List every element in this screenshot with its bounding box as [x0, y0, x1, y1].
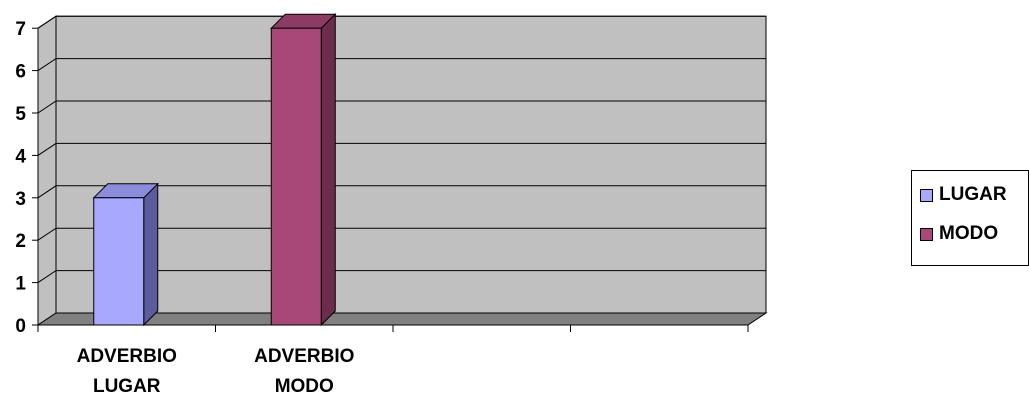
bar-lugar [93, 197, 145, 326]
gridline [37, 227, 766, 241]
bar-lugar-side [143, 182, 159, 327]
y-tick-label: 0 [15, 316, 26, 337]
gridline [37, 58, 766, 72]
legend-item-modo: MODO [920, 223, 998, 245]
legend: LUGAR MODO [911, 170, 1029, 266]
bar-modo [270, 27, 322, 326]
x-category-label: ADVERBIO [254, 346, 354, 367]
axes [32, 27, 749, 332]
bar-modo-side [320, 12, 336, 327]
y-tick-label: 5 [15, 104, 26, 125]
bars [92, 12, 337, 327]
legend-swatch-lugar [920, 188, 933, 202]
gridline [37, 100, 766, 114]
legend-label-modo: MODO [939, 223, 999, 244]
side-wall [37, 15, 57, 326]
y-tick-label: 2 [15, 231, 26, 252]
y-tick-label: 4 [15, 146, 26, 167]
y-tick-label: 6 [15, 62, 26, 83]
y-tick-label: 3 [15, 189, 26, 210]
legend-swatch-modo [920, 227, 933, 241]
plot-back-wall [37, 15, 767, 326]
y-tick-label: 7 [15, 19, 26, 40]
x-category-label: MODO [275, 376, 334, 395]
gridline [37, 270, 766, 284]
gridline [37, 185, 766, 199]
axis-labels: 0 1 2 3 4 5 6 7 ADVERBIO LUGAR ADVERBIO MODO [15, 19, 354, 395]
gridline [37, 142, 766, 156]
gridline [37, 15, 766, 29]
gridlines [37, 15, 766, 284]
y-tick-label: 1 [15, 274, 26, 295]
legend-label-lugar: LUGAR [939, 184, 1007, 205]
back-wall [55, 15, 767, 314]
legend-item-lugar: LUGAR [920, 184, 1007, 206]
x-category-label: LUGAR [93, 376, 161, 395]
x-category-label: ADVERBIO [77, 346, 177, 367]
